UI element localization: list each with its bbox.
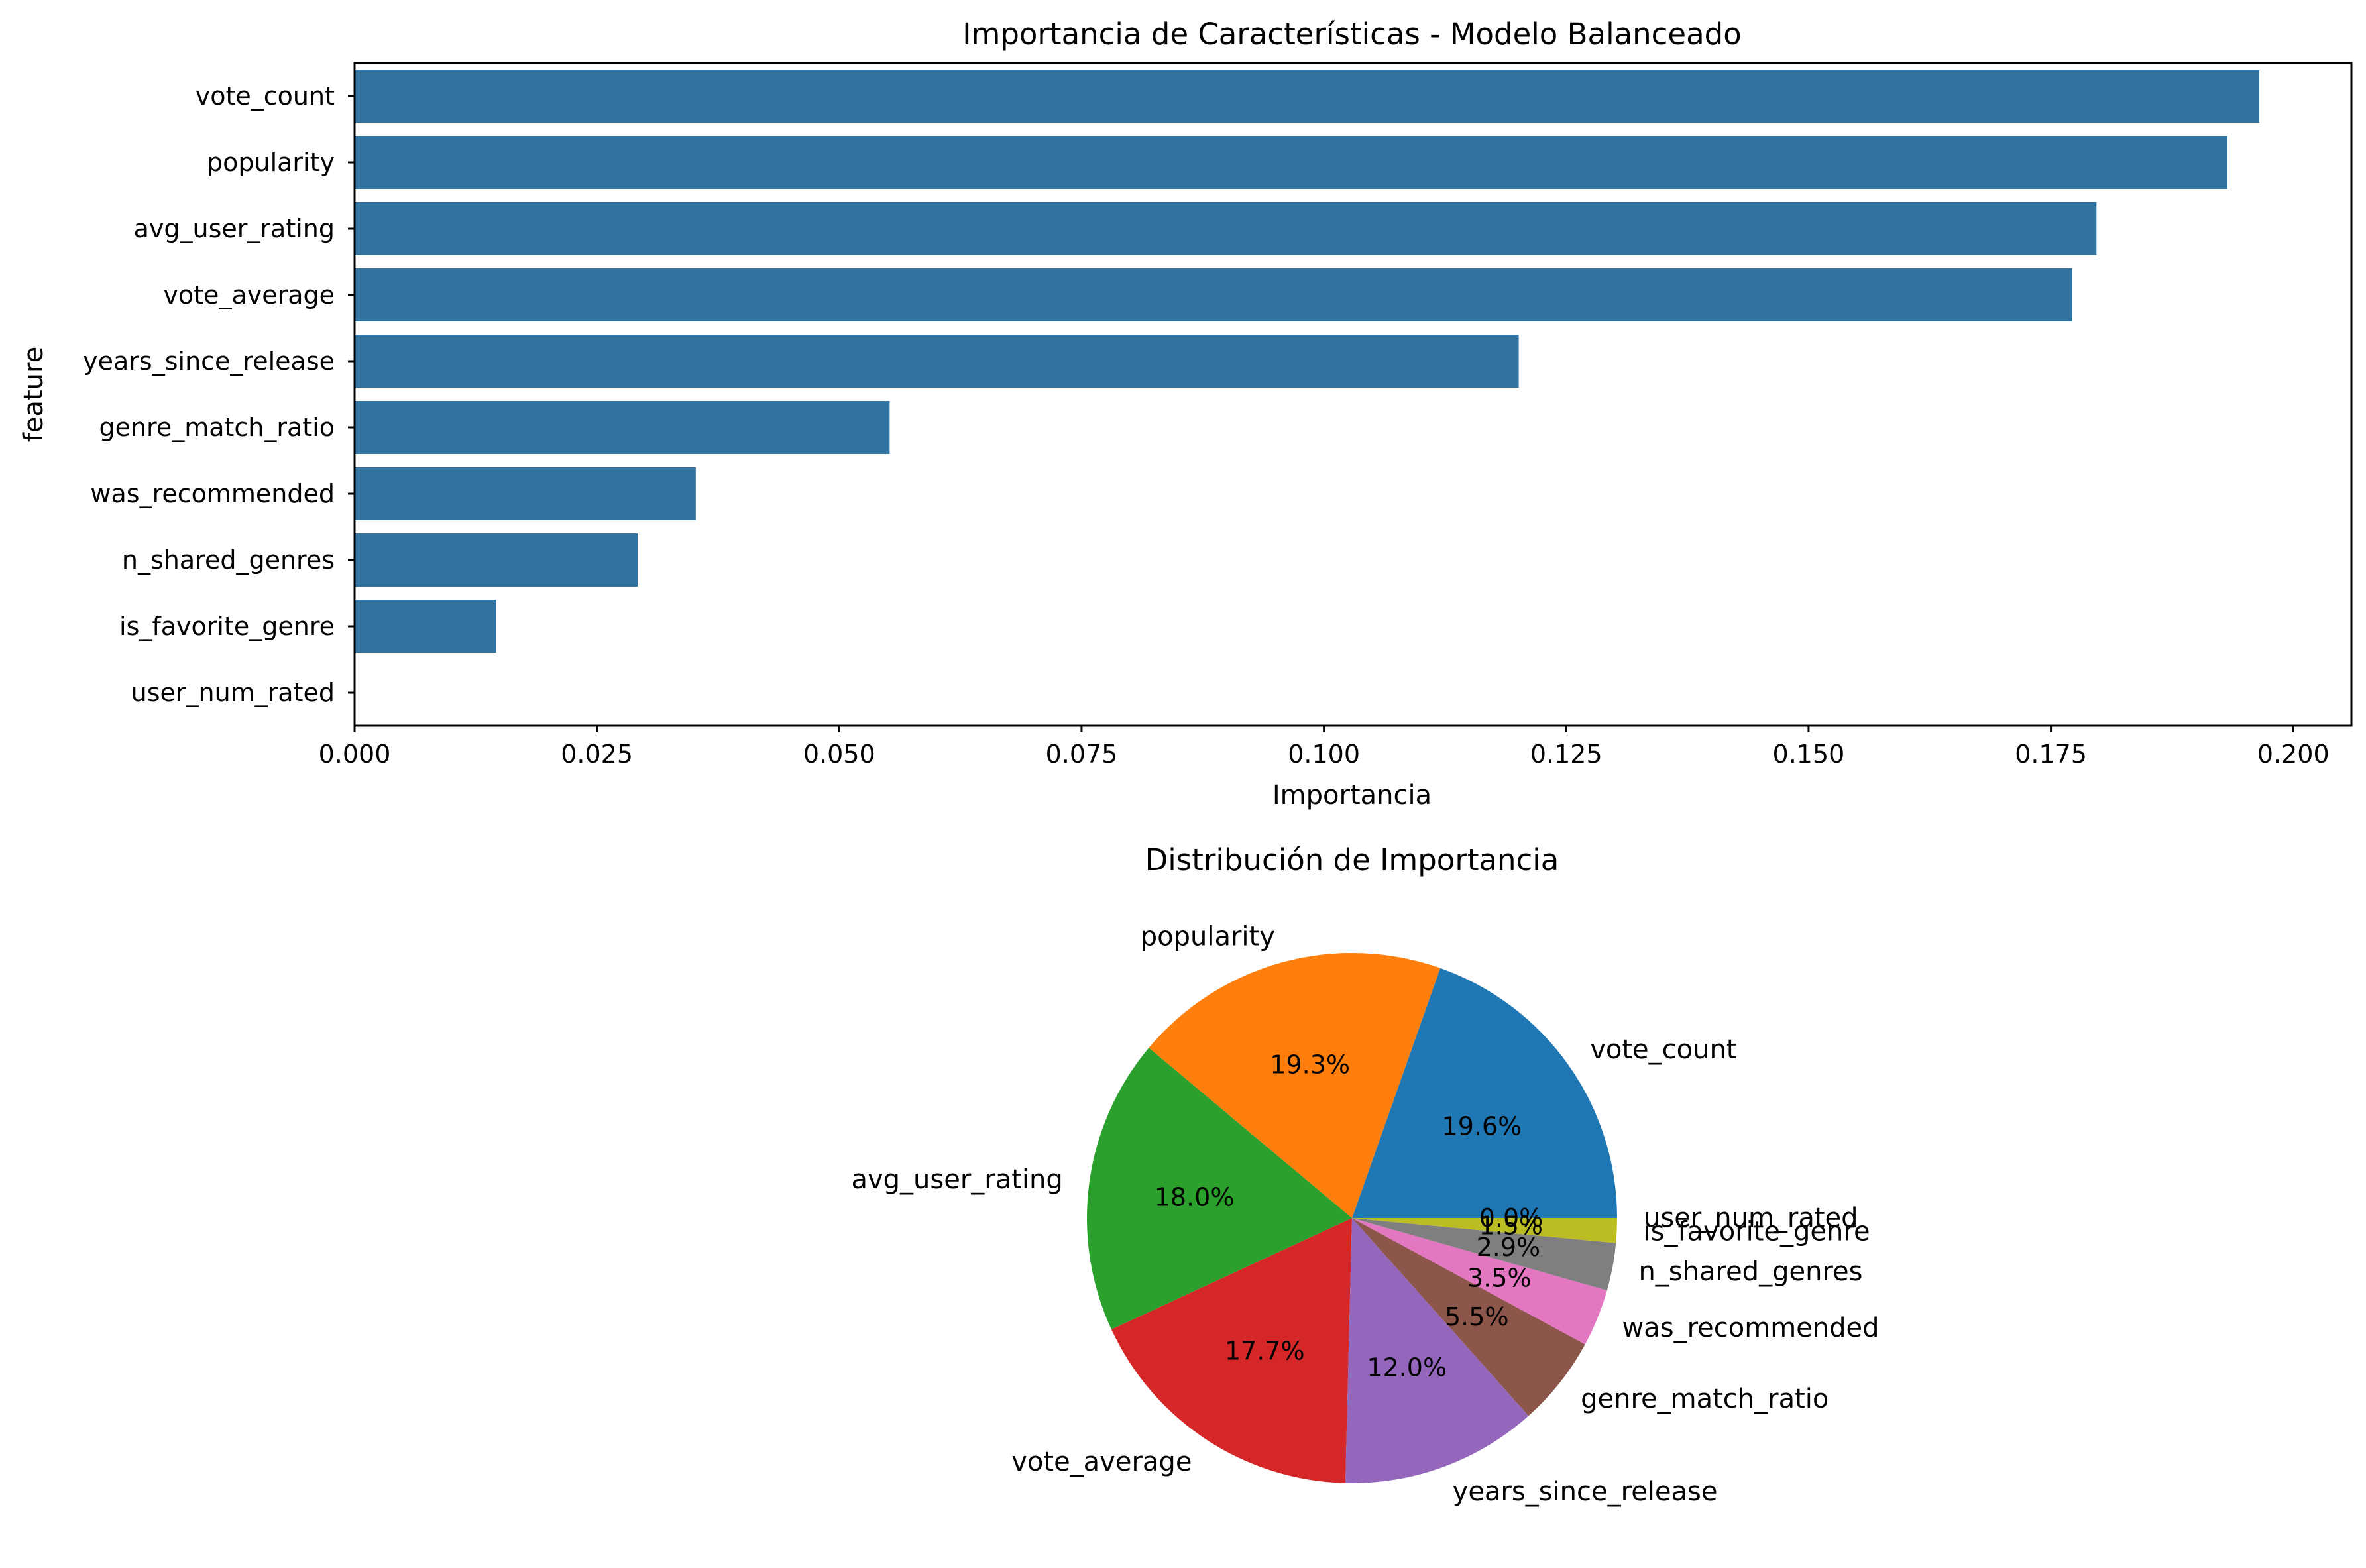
x-tick-label: 0.025: [561, 740, 633, 769]
pie-percent-n_shared_genres: 2.9%: [1477, 1233, 1541, 1262]
y-tick-label: popularity: [207, 148, 335, 177]
pie-percent-vote_average: 17.7%: [1225, 1337, 1305, 1366]
bar-genre_match_ratio: [355, 401, 890, 454]
y-tick-label: was_recommended: [90, 479, 335, 508]
bar-avg_user_rating: [355, 202, 2097, 255]
slice-n_shared_genres: [1352, 1218, 1616, 1291]
x-tick-label: 0.175: [2015, 740, 2087, 769]
bar-was_recommended: [355, 467, 696, 520]
pie-label-user_num_rated: user_num_rated: [1644, 1203, 1858, 1233]
x-tick-label: 0.050: [803, 740, 875, 769]
y-tick-label: vote_average: [163, 280, 335, 309]
bar-popularity: [355, 136, 2227, 189]
bar-years_since_release: [355, 335, 1519, 388]
pie-chart: Distribución de Importancia vote_count po…: [851, 842, 1879, 1507]
pie-percent-labels-group: 19.6% 19.3% 18.0% 17.7% 12.0% 5.5% 3.5%2.9%1.5…: [1155, 1050, 1544, 1382]
pie-label-is_favorite_genre: is_favorite_genre: [1644, 1217, 1870, 1247]
pie-chart-title: Distribución de Importancia: [1145, 842, 1559, 877]
bar-vote_average: [355, 268, 2072, 321]
y-tick-label: user_num_rated: [131, 678, 335, 707]
x-tick-label: 0.100: [1288, 740, 1360, 769]
pie-label-genre_match_ratio: genre_match_ratio: [1581, 1384, 1829, 1414]
pie-slices-group: [1086, 953, 1617, 1483]
slice-vote_average: [1111, 1218, 1352, 1483]
y-tick-label: vote_count: [196, 82, 335, 111]
pie-label-vote_average: vote_average: [1011, 1447, 1192, 1477]
pie-label-avg_user_rating: avg_user_rating: [851, 1164, 1062, 1195]
slice-years_since_release: [1345, 1218, 1529, 1483]
y-tick-label: years_since_release: [83, 347, 335, 376]
x-axis-ticks: 0.000 0.025 0.050 0.075 0.100 0.125 0.150 0.175…: [319, 726, 2330, 769]
y-axis-label: feature: [19, 347, 49, 442]
slice-avg_user_rating: [1086, 1048, 1352, 1330]
slice-is_favorite_genre: [1352, 1218, 1617, 1243]
y-axis-ticks: vote_count popularity avg_user_rating vote_…: [83, 82, 355, 707]
pie-label-years_since_release: years_since_release: [1453, 1477, 1718, 1507]
pie-percent-user_num_rated: 0.0%: [1479, 1204, 1544, 1233]
x-tick-label: 0.075: [1046, 740, 1118, 769]
pie-percent-years_since_release: 12.0%: [1367, 1353, 1447, 1382]
pie-label-vote_count: vote_count: [1590, 1035, 1736, 1065]
plot-frame: [353, 62, 2353, 727]
x-tick-label: 0.125: [1530, 740, 1603, 769]
x-tick-label: 0.200: [2257, 740, 2330, 769]
pie-label-n_shared_genres: n_shared_genres: [1638, 1257, 1862, 1287]
x-axis-label: Importancia: [1272, 780, 1432, 811]
bar-vote_count: [355, 70, 2260, 123]
slice-genre_match_ratio: [1352, 1218, 1585, 1416]
pie-percent-genre_match_ratio: 5.5%: [1445, 1302, 1509, 1331]
bars-group: [355, 70, 2260, 653]
pie-label-popularity: popularity: [1141, 922, 1275, 952]
y-tick-label: is_favorite_genre: [119, 612, 335, 641]
pie-percent-is_favorite_genre: 1.5%: [1479, 1211, 1543, 1240]
bar-is_favorite_genre: [355, 600, 496, 653]
bar-n_shared_genres: [355, 533, 638, 587]
slice-was_recommended: [1352, 1218, 1607, 1345]
slice-vote_count: [1352, 968, 1617, 1218]
x-tick-label: 0.000: [319, 740, 391, 769]
pie-percent-avg_user_rating: 18.0%: [1155, 1182, 1235, 1211]
x-tick-label: 0.150: [1773, 740, 1845, 769]
pie-label-was_recommended: was_recommended: [1622, 1313, 1880, 1343]
pie-labels-group: vote_count popularity avg_user_rating vote_…: [851, 922, 1879, 1507]
y-tick-label: genre_match_ratio: [99, 413, 335, 442]
bar-chart-title: Importancia de Características - Modelo …: [962, 17, 1742, 52]
bar-chart: Importancia de Características - Modelo …: [19, 17, 2353, 811]
pie-percent-was_recommended: 3.5%: [1467, 1263, 1532, 1292]
y-tick-label: avg_user_rating: [134, 214, 335, 243]
pie-percent-popularity: 19.3%: [1270, 1050, 1350, 1080]
slice-popularity: [1149, 953, 1441, 1218]
y-tick-label: n_shared_genres: [122, 545, 335, 575]
pie-percent-vote_count: 19.6%: [1442, 1111, 1522, 1141]
